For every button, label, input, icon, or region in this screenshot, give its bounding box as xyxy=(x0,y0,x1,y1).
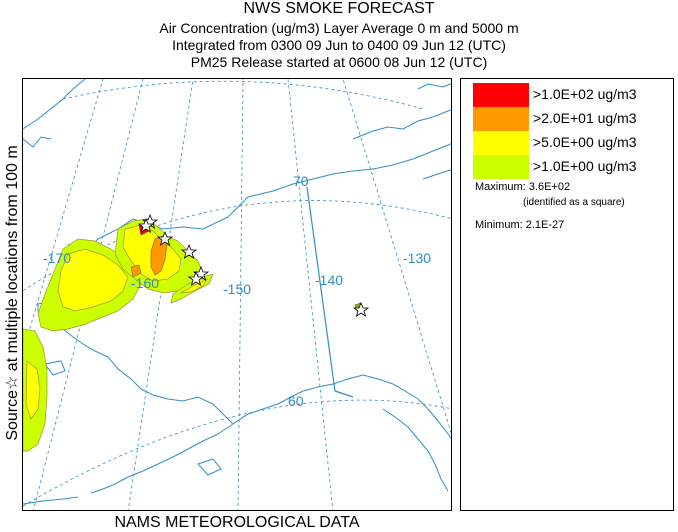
coast-island-north xyxy=(417,83,451,90)
coast-kodiak xyxy=(197,458,222,476)
legend-label-3: >5.0E+00 ug/m3 xyxy=(533,134,637,150)
release-start: PM25 Release started at 0600 08 Jun 12 (… xyxy=(190,54,488,70)
plume-east-streak-level3 xyxy=(180,278,208,294)
coast-chukotka xyxy=(23,79,86,130)
legend-level-2: >2.0E+01 ug/m3 xyxy=(473,107,663,131)
coast-yk-delta xyxy=(62,328,142,390)
coast-mainland-east xyxy=(422,169,451,180)
integration-period: Integrated from 0300 09 Jun to 0400 09 J… xyxy=(172,37,506,53)
legend-swatch-lime xyxy=(473,155,529,179)
star-icon xyxy=(156,230,174,246)
lat-line-80 xyxy=(62,80,424,110)
lat-line-60 xyxy=(23,399,451,507)
smoke-plume-west xyxy=(37,238,142,332)
star-icon xyxy=(137,217,155,233)
legend-level-3: >5.0E+00 ug/m3 xyxy=(473,131,663,155)
maximum-value: Maximum: 3.6E+02 xyxy=(475,181,571,193)
lon-line-m160 xyxy=(127,79,194,510)
map-title: NWS SMOKE FORECAST xyxy=(243,0,435,17)
coast-kenai xyxy=(232,374,364,425)
lon-line-m150 xyxy=(237,79,244,510)
lon-line-m130 xyxy=(342,79,451,434)
coast-panhandle xyxy=(362,374,451,440)
lat-line-70 xyxy=(23,200,451,292)
coast-peninsula xyxy=(90,423,234,494)
plume-west-level3 xyxy=(57,248,129,312)
smoke-map: 70 60 -170 -160 -150 -140 -130 xyxy=(23,79,451,510)
plume-central-level2b xyxy=(130,264,142,278)
lon-line-m180 xyxy=(23,79,104,354)
star-icon xyxy=(352,301,370,317)
map-panel: 70 60 -170 -160 -150 -140 -130 xyxy=(22,78,452,511)
plume-coast-level3 xyxy=(25,360,41,420)
coast-arctic-islands xyxy=(352,109,451,140)
star-icon xyxy=(187,270,205,286)
legend-swatch-yellow xyxy=(473,131,529,155)
legend-swatch-orange xyxy=(473,107,529,131)
star-icon xyxy=(180,243,198,259)
legend-label-2: >2.0E+01 ug/m3 xyxy=(533,110,637,126)
concentration-subtitle: Air Concentration (ug/m3) Layer Average … xyxy=(159,20,519,36)
coast-bristol xyxy=(140,388,234,425)
coast-north-slope xyxy=(82,143,451,255)
grid-label-lon-m150: -150 xyxy=(223,281,251,297)
maximum-note: (identified as a square) xyxy=(523,197,625,208)
data-source-footer: NAMS METEOROLOGICAL DATA xyxy=(114,514,360,531)
lon-line-m140 xyxy=(287,79,334,510)
legend-label-4: >1.0E+00 ug/m3 xyxy=(533,158,637,174)
coast-nunivak xyxy=(44,360,66,376)
source-markers xyxy=(137,213,370,317)
coast-panhandle-islands xyxy=(382,408,449,492)
grid-label-lon-m140: -140 xyxy=(315,272,343,288)
coast-chukotka-2 xyxy=(23,136,52,148)
minimum-value: Minimum: 2.1E-27 xyxy=(475,219,565,231)
grid-label-lat-70: 70 xyxy=(293,173,309,189)
smoke-plume-coast xyxy=(23,328,48,452)
grid-label-lon-m130: -130 xyxy=(403,250,431,266)
legend-level-1: >1.0E+02 ug/m3 xyxy=(473,83,663,107)
grid-label-lon-m170: -170 xyxy=(43,250,71,266)
legend-label-1: >1.0E+02 ug/m3 xyxy=(533,86,637,102)
coast-aleutians xyxy=(23,496,79,505)
smoke-plume-central xyxy=(114,218,214,304)
legend-swatch-red xyxy=(473,83,529,107)
legend-panel: >1.0E+02 ug/m3 >2.0E+01 ug/m3 >5.0E+00 u… xyxy=(460,78,674,511)
source-side-label: Source☆ at multiple locations from 100 m xyxy=(4,145,21,441)
us-canada-border xyxy=(306,186,354,398)
grid-label-lat-60: 60 xyxy=(288,393,304,409)
grid-label-lon-m160: -160 xyxy=(131,275,159,291)
graticule xyxy=(23,79,451,510)
legend-level-4: >1.0E+00 ug/m3 xyxy=(473,155,663,179)
